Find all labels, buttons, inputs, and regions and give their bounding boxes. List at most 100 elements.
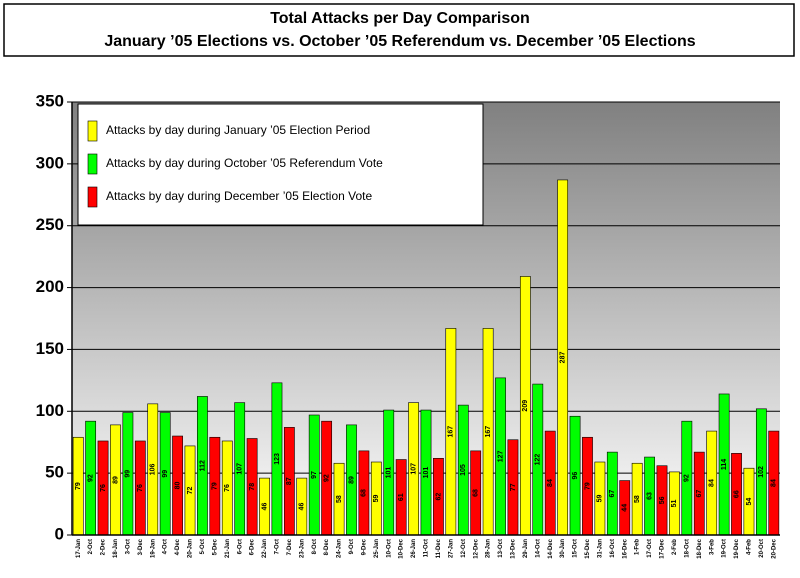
data-label: 79	[75, 482, 82, 490]
data-label: 80	[174, 482, 181, 490]
legend-swatch	[87, 120, 98, 142]
x-tick-label: 11-Dec	[436, 538, 442, 558]
data-label: 84	[547, 479, 554, 487]
y-tick-label: 250	[36, 215, 64, 234]
data-label: 51	[671, 499, 678, 507]
y-tick-label: 200	[36, 277, 64, 296]
data-label: 107	[410, 463, 417, 475]
data-label: 59	[597, 495, 604, 503]
x-tick-label: 2-Oct	[88, 539, 94, 554]
x-tick-label: 17-Oct	[647, 539, 653, 558]
x-tick-label: 5-Oct	[200, 539, 206, 554]
x-tick-label: 7-Dec	[287, 538, 293, 555]
x-tick-label: 1-Feb	[635, 539, 641, 555]
data-label: 92	[323, 474, 330, 482]
x-tick-label: 27-Jan	[448, 539, 454, 558]
data-label: 76	[137, 484, 144, 492]
x-tick-label: 19-Dec	[734, 538, 740, 558]
x-tick-label: 26-Jan	[411, 539, 417, 558]
x-tick-label: 10-Oct	[386, 539, 392, 558]
data-label: 61	[398, 493, 405, 501]
data-label: 99	[162, 470, 169, 478]
data-label: 63	[646, 492, 653, 500]
x-tick-label: 19-Oct	[722, 539, 728, 558]
y-tick-label: 350	[36, 91, 64, 110]
x-tick-label: 18-Jan	[113, 539, 119, 558]
x-tick-label: 6-Dec	[250, 538, 256, 555]
x-tick-label: 22-Jan	[262, 539, 268, 558]
data-label: 101	[423, 467, 430, 479]
x-tick-label: 2-Feb	[672, 539, 678, 555]
data-label: 78	[249, 483, 256, 491]
data-label: 76	[100, 484, 107, 492]
x-tick-label: 16-Dec	[622, 538, 628, 558]
data-label: 84	[709, 479, 716, 487]
data-label: 79	[584, 482, 591, 490]
data-label: 102	[758, 466, 765, 478]
x-tick-label: 13-Oct	[498, 539, 504, 558]
x-tick-label: 12-Dec	[473, 538, 479, 558]
x-tick-label: 17-Dec	[660, 538, 666, 558]
data-label: 58	[634, 495, 641, 503]
data-label: 123	[274, 453, 281, 465]
x-tick-label: 12-Oct	[461, 539, 467, 558]
data-label: 92	[87, 474, 94, 482]
legend-swatch	[87, 153, 98, 175]
data-label: 58	[336, 495, 343, 503]
x-tick-label: 20-Jan	[188, 539, 194, 558]
y-tick-label: 100	[36, 401, 64, 420]
y-tick-label: 150	[36, 339, 64, 358]
x-tick-label: 29-Jan	[523, 539, 529, 558]
x-tick-label: 13-Dec	[511, 538, 517, 558]
data-label: 127	[497, 450, 504, 462]
chart-title: Total Attacks per Day Comparison	[270, 10, 530, 27]
data-label: 114	[721, 459, 728, 470]
x-tick-label: 30-Jan	[560, 539, 566, 558]
data-label: 46	[261, 503, 268, 511]
x-tick-label: 19-Jan	[150, 539, 156, 558]
title-box	[3, 3, 795, 57]
data-label: 67	[609, 490, 616, 498]
data-label: 105	[460, 464, 467, 476]
data-label: 46	[299, 503, 306, 511]
data-label: 112	[199, 460, 206, 471]
x-tick-label: 3-Dec	[138, 538, 144, 555]
chart-subtitle: January ’05 Elections vs. October ’05 Re…	[104, 33, 695, 50]
data-label: 87	[286, 477, 293, 485]
x-tick-label: 6-Oct	[237, 539, 243, 554]
x-tick-label: 24-Jan	[337, 539, 343, 558]
data-label: 107	[237, 463, 244, 475]
data-label: 287	[559, 352, 566, 364]
x-tick-label: 15-Oct	[573, 539, 579, 558]
x-tick-label: 18-Oct	[684, 539, 690, 558]
data-label: 122	[535, 454, 542, 466]
data-label: 68	[473, 489, 480, 497]
x-tick-label: 31-Jan	[597, 539, 603, 558]
data-label: 167	[485, 426, 492, 438]
data-label: 97	[311, 471, 318, 479]
x-tick-label: 20-Oct	[759, 539, 765, 558]
data-label: 62	[435, 493, 442, 501]
y-tick-label: 300	[36, 153, 64, 172]
x-tick-label: 7-Oct	[275, 539, 281, 554]
x-tick-label: 21-Jan	[225, 539, 231, 558]
legend-swatch	[87, 186, 98, 208]
x-tick-label: 17-Jan	[76, 539, 82, 558]
data-label: 106	[150, 463, 157, 475]
x-tick-label: 9-Oct	[349, 539, 355, 554]
x-tick-label: 4-Dec	[175, 538, 181, 555]
data-label: 84	[771, 479, 778, 487]
x-tick-label: 9-Dec	[361, 538, 367, 555]
x-tick-label: 11-Oct	[424, 539, 430, 557]
x-tick-label: 10-Dec	[399, 538, 405, 558]
x-tick-label: 8-Dec	[324, 538, 330, 555]
x-tick-label: 4-Oct	[163, 539, 169, 554]
data-label: 77	[510, 483, 517, 491]
data-label: 68	[361, 489, 368, 497]
data-label: 67	[696, 490, 703, 498]
legend	[77, 103, 484, 226]
data-label: 99	[125, 470, 132, 478]
data-label: 72	[187, 486, 194, 494]
data-label: 89	[348, 476, 355, 484]
